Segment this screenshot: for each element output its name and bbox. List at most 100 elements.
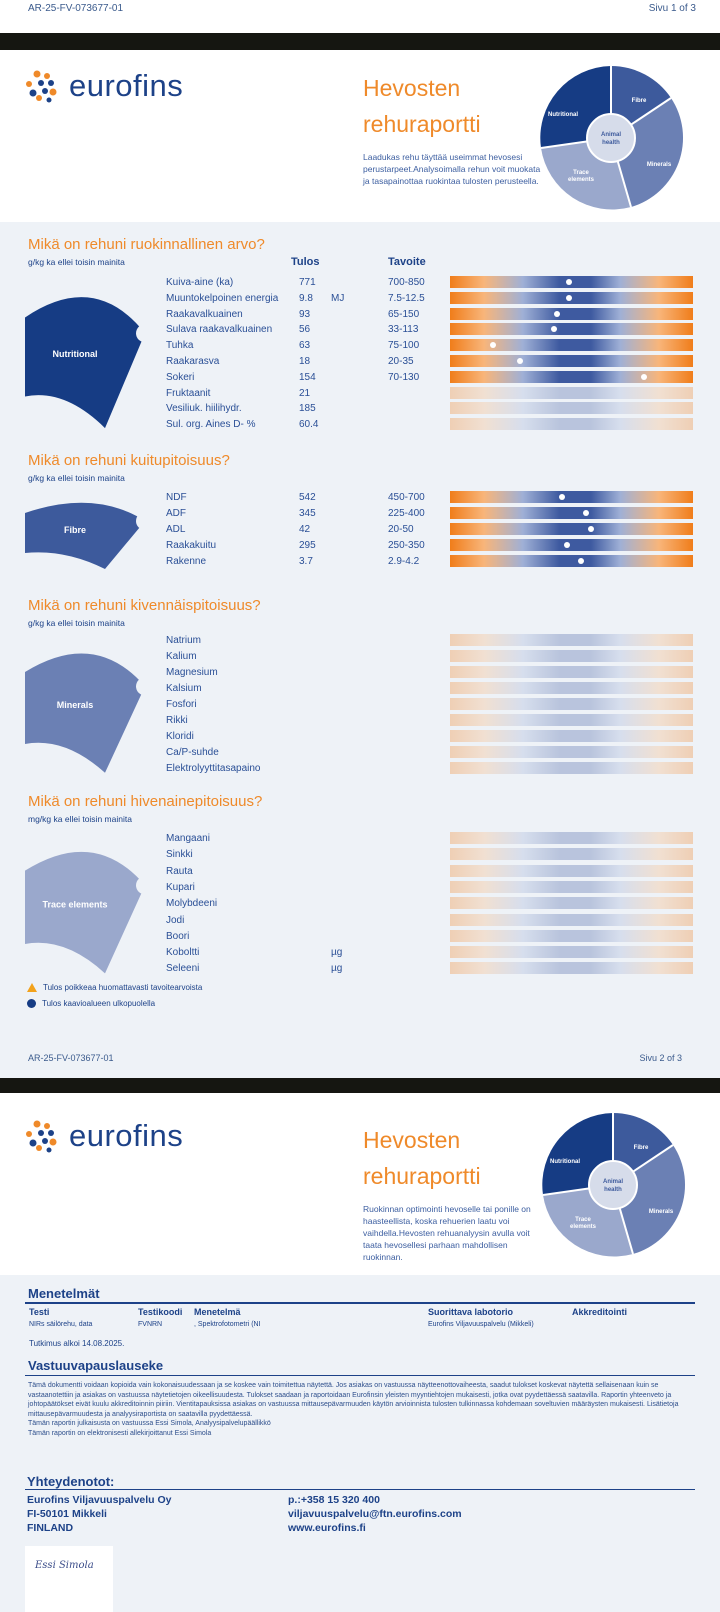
- range-bar: [450, 682, 693, 694]
- disclaimer-responsible: Tämän raportin julkaisusta on vastuussa …: [28, 1420, 271, 1428]
- row-result: 542: [299, 492, 316, 503]
- row-result: 18: [299, 356, 311, 367]
- row-name: Elektrolyyttitasapaino: [166, 763, 261, 774]
- range-bar: [450, 832, 693, 844]
- range-bar: [450, 762, 693, 774]
- eurofins-logo: eurofins: [25, 1118, 183, 1154]
- row-name: Rakenne: [166, 556, 207, 567]
- row-name: ADL: [166, 524, 186, 535]
- row-result: 771: [299, 277, 316, 288]
- puzzle-label-nutritional: Nutritional: [550, 1159, 580, 1165]
- result-marker: [489, 342, 496, 349]
- puzzle-diagram: Nutritional Fibre Minerals Trace element…: [540, 1112, 686, 1263]
- divider: [25, 1375, 695, 1376]
- eurofins-logo: eurofins: [25, 68, 183, 104]
- col-method: Menetelmä: [194, 1307, 241, 1317]
- range-bar: [450, 897, 693, 910]
- footer-document-id: AR-25-FV-073677-01: [28, 1053, 114, 1063]
- row-unit: MJ: [331, 292, 345, 304]
- row-name: NDF: [166, 492, 187, 503]
- result-marker: [641, 373, 648, 380]
- study-started: Tutkimus alkoi 14.08.2025.: [29, 1339, 125, 1348]
- section-heading: Mikä on rehuni hivenainepitoisuus?: [28, 793, 263, 810]
- col-header-target: Tavoite: [388, 256, 426, 268]
- row-name: Raakavalkuainen: [166, 308, 243, 320]
- section-heading: Mikä on rehuni ruokinnallinen arvo?: [28, 236, 265, 253]
- range-bar: [450, 864, 693, 877]
- result-marker: [578, 558, 585, 564]
- row-name: Rikki: [166, 715, 188, 726]
- row-result: 345: [299, 508, 316, 519]
- row-target: 450-700: [388, 492, 425, 503]
- section-heading: Mikä on rehuni kivennäispitoisuus?: [28, 597, 261, 614]
- unit-note: mg/kg ka ellei toisin mainita: [28, 814, 132, 824]
- row-result: 21: [299, 387, 311, 399]
- col-code: Testikoodi: [138, 1307, 183, 1317]
- row-target: 700-850: [388, 277, 425, 288]
- section-heading: Mikä on rehuni kuitupitoisuus?: [28, 452, 230, 469]
- row-result: 185: [299, 403, 316, 415]
- eurofins-dots-icon: [26, 70, 57, 103]
- svg-text:Nutritional: Nutritional: [53, 349, 98, 359]
- row-target: 70-130: [388, 371, 420, 383]
- eurofins-dots-icon: [26, 1120, 57, 1153]
- row-name: Sinkki: [166, 849, 193, 861]
- puzzle-label-animal: Animal: [603, 1179, 623, 1185]
- row-name: Sulava raakavalkuainen: [166, 324, 273, 336]
- range-bar: [450, 418, 693, 431]
- fibre-puzzle-piece: Fibre: [25, 502, 150, 569]
- range-bar: [450, 507, 693, 519]
- row-name: Kloridi: [166, 731, 194, 742]
- test-value: NIRs säilörehu, data: [29, 1321, 93, 1328]
- unit-note: g/kg ka ellei toisin mainita: [28, 257, 125, 267]
- page-separator: [0, 33, 720, 50]
- col-header-result: Tulos: [291, 256, 320, 268]
- range-bar: [450, 746, 693, 758]
- col-test: Testi: [29, 1307, 50, 1317]
- disclaimer-text: Tämä dokumentti voidaan kopioida vain ko…: [28, 1381, 698, 1439]
- contacts-heading: Yhteydenotot:: [27, 1474, 115, 1489]
- row-result: 63: [299, 340, 311, 352]
- document-id: AR-25-FV-073677-01: [28, 3, 124, 14]
- report-title: Hevosten rehuraportti: [363, 1122, 481, 1194]
- contact-address: Eurofins Viljavuuspalvelu Oy FI-50101 Mi…: [27, 1493, 172, 1535]
- row-name: Natrium: [166, 635, 202, 646]
- method-value: , Spektrofotometri (NI: [194, 1321, 261, 1328]
- range-bar: [450, 291, 693, 304]
- row-name: Muuntokelpoinen energia: [166, 292, 279, 304]
- result-marker: [583, 510, 590, 516]
- result-marker: [563, 542, 570, 548]
- methods-heading: Menetelmät: [28, 1286, 100, 1301]
- puzzle-label-trace-1: Trace: [575, 1217, 591, 1223]
- row-target: 65-150: [388, 308, 420, 320]
- row-result: 154: [299, 371, 316, 383]
- row-target: 33-113: [388, 324, 419, 336]
- row-name: Raakakuitu: [166, 540, 217, 551]
- contact-details: p.:+358 15 320 400 viljavuuspalvelu@ftn.…: [288, 1493, 462, 1535]
- range-bar: [450, 323, 693, 336]
- puzzle-label-minerals: Minerals: [649, 1209, 674, 1215]
- row-name: Koboltti: [166, 947, 200, 959]
- row-target: 75-100: [388, 340, 420, 352]
- company-name: Eurofins Viljavuuspalvelu Oy: [27, 1494, 172, 1506]
- report-info: [0, 1275, 720, 1612]
- code-value: FVNRN: [138, 1321, 163, 1328]
- warning-icon: [27, 983, 37, 992]
- range-bar: [450, 730, 693, 742]
- row-unit: µg: [331, 947, 343, 959]
- row-name: Sokeri: [166, 371, 195, 383]
- puzzle-label-fibre: Fibre: [634, 1145, 649, 1151]
- range-bar: [450, 848, 693, 861]
- range-bar: [450, 339, 693, 352]
- row-name: Fruktaanit: [166, 387, 211, 399]
- puzzle-label-health: health: [602, 140, 620, 146]
- row-name: Kupari: [166, 881, 195, 893]
- email-link[interactable]: viljavuuspalvelu@ftn.eurofins.com: [288, 1508, 462, 1520]
- puzzle-label-trace-2: elements: [568, 177, 595, 183]
- range-bar: [450, 276, 693, 288]
- range-bar: [450, 913, 693, 926]
- range-bar: [450, 650, 693, 662]
- row-name: Vesiliuk. hiilihydr.: [166, 403, 242, 415]
- row-result: 56: [299, 324, 311, 336]
- website-link[interactable]: www.eurofins.fi: [288, 1522, 366, 1534]
